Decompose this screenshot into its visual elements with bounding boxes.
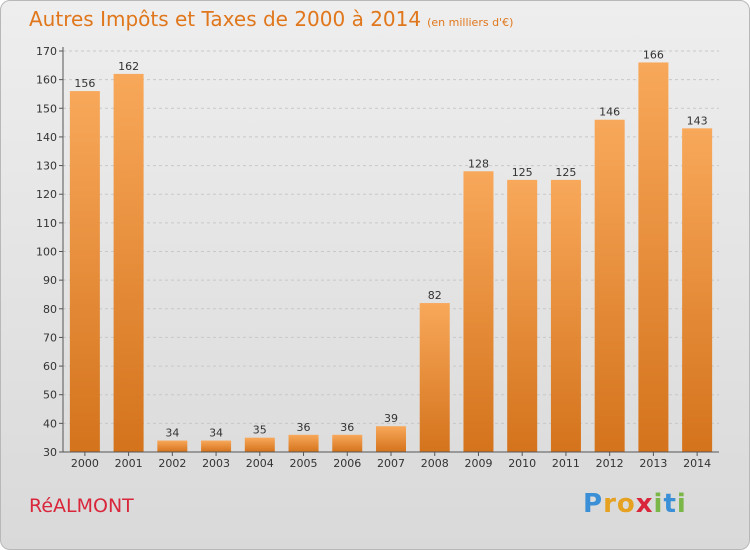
y-tick-label: 130	[36, 160, 57, 173]
value-label: 35	[253, 424, 267, 437]
town-name: RéALMONT	[29, 495, 134, 517]
value-label: 125	[555, 166, 576, 179]
y-tick-label: 40	[43, 417, 57, 430]
bar-2014	[682, 128, 713, 452]
value-label: 146	[599, 106, 620, 119]
y-tick-label: 80	[43, 303, 57, 316]
value-label: 39	[384, 412, 398, 425]
bar-2003	[201, 440, 232, 452]
y-tick-label: 100	[36, 246, 57, 259]
value-label: 36	[340, 421, 354, 434]
logo-letter: r	[603, 489, 617, 519]
bar-2006	[332, 434, 363, 452]
logo-letter: o	[616, 489, 636, 519]
y-tick-label: 50	[43, 389, 57, 402]
x-tick-label: 2009	[464, 457, 492, 470]
logo-letter: i	[676, 489, 687, 519]
x-tick-label: 2000	[71, 457, 99, 470]
y-tick-label: 150	[36, 102, 57, 115]
value-label: 82	[428, 289, 442, 302]
value-label: 125	[512, 166, 533, 179]
y-tick-label: 30	[43, 446, 57, 459]
x-tick-label: 2005	[290, 457, 318, 470]
chart-title-text: Autres Impôts et Taxes de 2000 à 2014	[29, 7, 422, 31]
x-tick-label: 2012	[596, 457, 624, 470]
value-label: 143	[687, 114, 708, 127]
x-tick-label: 2002	[158, 457, 186, 470]
bar-2012	[594, 119, 625, 452]
bar-2001	[113, 73, 144, 453]
value-label: 36	[297, 421, 311, 434]
value-label: 128	[468, 157, 489, 170]
logo-letter: t	[663, 489, 677, 519]
y-tick-label: 160	[36, 74, 57, 87]
y-tick-labels: 30 40 50 60 70 80 90 100 110 120 130 140 150 160 170	[36, 45, 57, 459]
value-label: 162	[118, 60, 139, 73]
logo-letter: i	[653, 489, 664, 519]
bar-2000	[69, 91, 100, 452]
x-tick-label: 2006	[333, 457, 361, 470]
y-tick-label: 70	[43, 331, 57, 344]
bar-2009	[463, 171, 494, 453]
bars	[69, 62, 713, 453]
logo-letter: x	[635, 489, 654, 519]
x-tick-label: 2011	[552, 457, 580, 470]
bar-2008	[419, 303, 450, 452]
x-tick-label: 2003	[202, 457, 230, 470]
bar-2007	[376, 426, 406, 452]
x-tick-labels: 2000 2001 2002 2003 2004 2005 2006 2007 2008 2009…	[71, 452, 711, 470]
value-label: 156	[74, 77, 95, 90]
chart-title: Autres Impôts et Taxes de 2000 à 2014 (en…	[29, 7, 513, 31]
y-tick-label: 120	[36, 188, 57, 201]
bar-2005	[288, 434, 319, 452]
x-tick-label: 2008	[421, 457, 449, 470]
chart-subtitle: (en milliers d'€)	[427, 16, 514, 29]
y-tick-label: 60	[43, 360, 57, 373]
x-tick-label: 2004	[246, 457, 274, 470]
bar-2010	[507, 179, 538, 452]
x-tick-label: 2007	[377, 457, 405, 470]
logo-letter: P	[583, 489, 604, 519]
x-tick-label: 2010	[508, 457, 536, 470]
y-tick-label: 140	[36, 131, 57, 144]
value-label: 34	[209, 427, 223, 440]
x-tick-label: 2001	[115, 457, 143, 470]
y-tick-label: 90	[43, 274, 57, 287]
value-labels: 156 162 34 34 35 36 36 39 82 128 125 125 146 166 143	[74, 48, 707, 439]
value-label: 166	[643, 48, 664, 61]
bar-2013	[638, 62, 669, 452]
bar-2004	[244, 437, 275, 452]
x-tick-label: 2014	[683, 457, 711, 470]
bar-2011	[550, 179, 581, 452]
proxiti-logo: Proxiti	[583, 489, 687, 519]
value-label: 34	[165, 427, 179, 440]
y-tick-label: 170	[36, 45, 57, 58]
x-tick-label: 2013	[639, 457, 667, 470]
y-tick-label: 110	[36, 217, 57, 230]
bar-2002	[157, 440, 188, 452]
